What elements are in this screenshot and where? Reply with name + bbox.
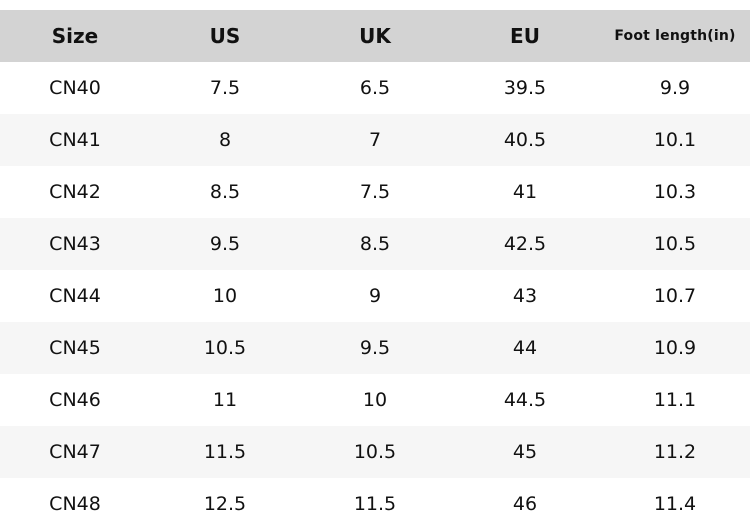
table-row: CN42 8.5 7.5 41 10.3 [0, 166, 750, 218]
cell-size: CN40 [49, 77, 101, 99]
cell-us: 10.5 [203, 337, 247, 359]
cell-foot_length: 10.9 [653, 337, 697, 359]
column-header-uk: UK [300, 10, 450, 62]
cell-uk: 11.5 [353, 493, 397, 515]
cell-us: 7.5 [209, 77, 241, 99]
header-row: Size US UK EU Foot length(in) [0, 10, 750, 62]
column-header-foot_length: Foot length(in) [600, 10, 750, 62]
cell-eu: 40.5 [503, 129, 547, 151]
table-row: CN40 7.5 6.5 39.5 9.9 [0, 62, 750, 114]
cell-foot_length: 11.1 [653, 389, 697, 411]
cell-size: CN43 [49, 233, 101, 255]
size-chart-table: Size US UK EU Foot length(in) CN40 7.5 6.5 39.5… [0, 10, 750, 530]
size-chart-body: CN40 7.5 6.5 39.5 9.9 CN41 8 7 40.5 10.1 CN42 8.5 7.… [0, 62, 750, 530]
cell-foot_length: 10.7 [653, 285, 697, 307]
cell-uk: 10.5 [353, 441, 397, 463]
cell-uk: 7 [368, 129, 382, 151]
cell-us: 11.5 [203, 441, 247, 463]
table-row: CN43 9.5 8.5 42.5 10.5 [0, 218, 750, 270]
cell-eu: 45 [512, 441, 538, 463]
cell-uk: 7.5 [359, 181, 391, 203]
size-chart-header: Size US UK EU Foot length(in) [0, 10, 750, 62]
cell-eu: 42.5 [503, 233, 547, 255]
cell-foot_length: 11.2 [653, 441, 697, 463]
cell-uk: 9 [368, 285, 382, 307]
cell-size: CN44 [49, 285, 101, 307]
table-row: CN45 10.5 9.5 44 10.9 [0, 322, 750, 374]
cell-us: 10 [212, 285, 238, 307]
column-header-us: US [150, 10, 300, 62]
cell-foot_length: 10.1 [653, 129, 697, 151]
cell-us: 11 [212, 389, 238, 411]
cell-uk: 10 [362, 389, 388, 411]
cell-eu: 39.5 [503, 77, 547, 99]
cell-eu: 44 [512, 337, 538, 359]
cell-foot_length: 11.4 [653, 493, 697, 515]
cell-us: 8 [218, 129, 232, 151]
table-row: CN48 12.5 11.5 46 11.4 [0, 478, 750, 530]
cell-eu: 41 [512, 181, 538, 203]
cell-uk: 6.5 [359, 77, 391, 99]
table-row: CN44 10 9 43 10.7 [0, 270, 750, 322]
cell-size: CN42 [49, 181, 101, 203]
cell-us: 9.5 [209, 233, 241, 255]
cell-foot_length: 10.3 [653, 181, 697, 203]
cell-eu: 43 [512, 285, 538, 307]
cell-eu: 46 [512, 493, 538, 515]
cell-eu: 44.5 [503, 389, 547, 411]
cell-size: CN45 [49, 337, 101, 359]
cell-foot_length: 9.9 [659, 77, 691, 99]
cell-uk: 9.5 [359, 337, 391, 359]
column-header-eu: EU [450, 10, 600, 62]
cell-us: 8.5 [209, 181, 241, 203]
cell-uk: 8.5 [359, 233, 391, 255]
cell-foot_length: 10.5 [653, 233, 697, 255]
column-header-size: Size [0, 10, 150, 62]
cell-size: CN41 [49, 129, 101, 151]
table-row: CN46 11 10 44.5 11.1 [0, 374, 750, 426]
table-row: CN47 11.5 10.5 45 11.2 [0, 426, 750, 478]
cell-us: 12.5 [203, 493, 247, 515]
cell-size: CN46 [49, 389, 101, 411]
cell-size: CN47 [49, 441, 101, 463]
cell-size: CN48 [49, 493, 101, 515]
table-row: CN41 8 7 40.5 10.1 [0, 114, 750, 166]
